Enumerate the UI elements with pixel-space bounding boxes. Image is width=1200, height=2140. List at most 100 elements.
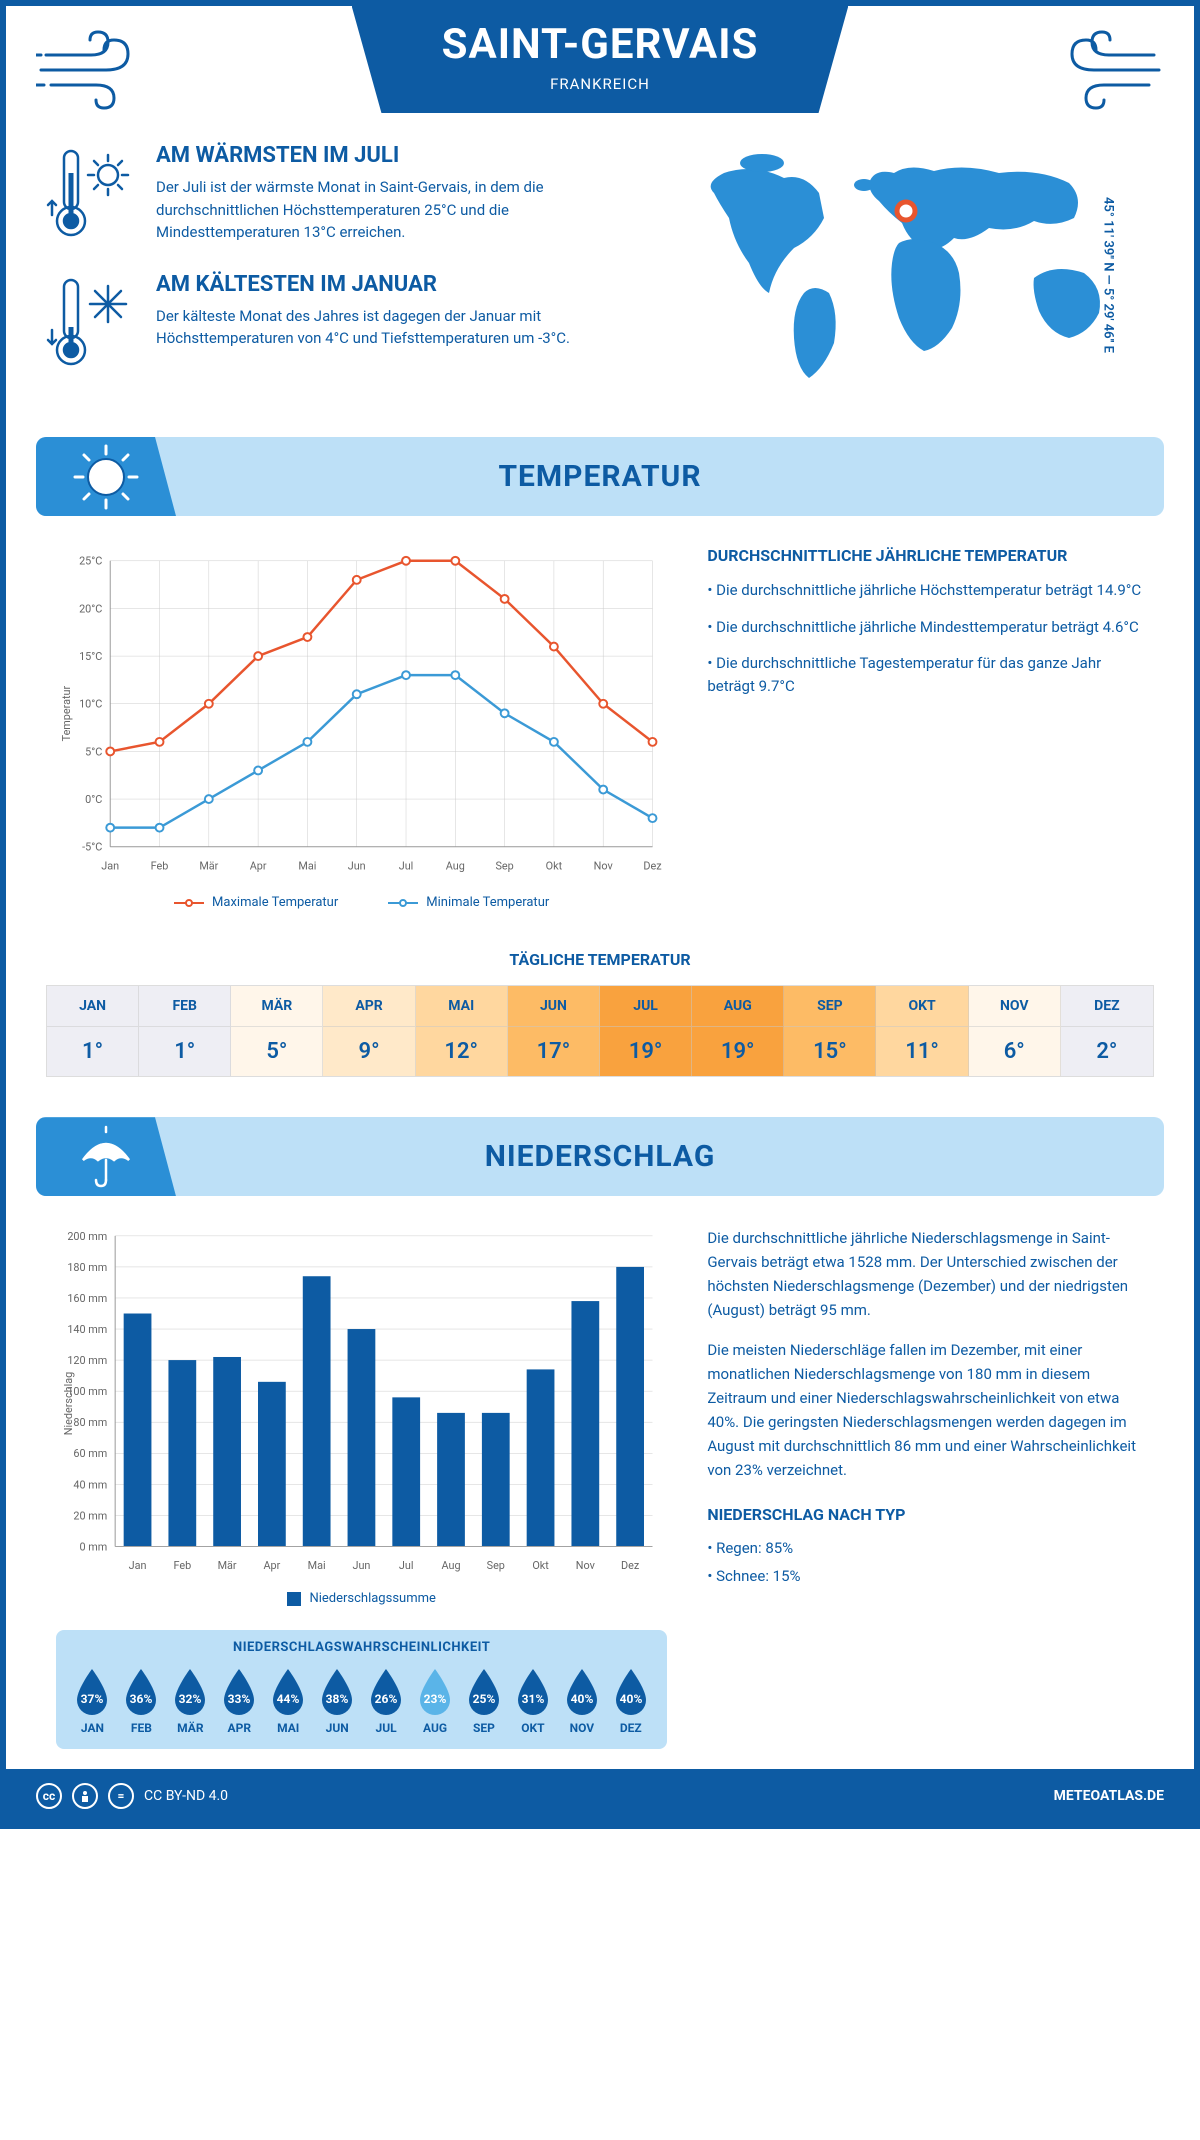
svg-text:10°C: 10°C [79, 698, 102, 711]
coldest-text: Der kälteste Monat des Jahres ist dagege… [156, 305, 644, 350]
daily-temp-value: 12° [416, 1026, 508, 1076]
precip-p1: Die durchschnittliche jährliche Niedersc… [707, 1226, 1144, 1322]
daily-month-header: APR [323, 986, 415, 1026]
svg-text:140 mm: 140 mm [67, 1323, 107, 1336]
warmest-text: Der Juli ist der wärmste Monat in Saint-… [156, 176, 644, 244]
daily-month-header: NOV [969, 986, 1061, 1026]
temperature-line-chart: -5°C0°C5°C10°C15°C20°C25°CJanFebMärAprMa… [56, 546, 667, 881]
svg-text:160 mm: 160 mm [67, 1292, 107, 1305]
temp-bullet: • Die durchschnittliche jährliche Mindes… [707, 616, 1144, 639]
precip-legend: Niederschlagssumme [309, 1591, 435, 1606]
daily-month-header: OKT [876, 986, 968, 1026]
temperature-banner: TEMPERATUR [36, 437, 1164, 516]
precipitation-title: NIEDERSCHLAG [56, 1139, 1144, 1174]
svg-text:Aug: Aug [446, 859, 465, 872]
svg-text:25°C: 25°C [79, 555, 102, 568]
prob-drop-item: 40% DEZ [606, 1665, 655, 1735]
wind-icon-left [36, 30, 146, 110]
precip-type-item: • Regen: 85% [707, 1536, 1144, 1560]
svg-text:Jul: Jul [399, 859, 414, 872]
prob-drop-item: 36% FEB [117, 1665, 166, 1735]
svg-text:40%: 40% [571, 1692, 594, 1706]
daily-month-header: FEB [139, 986, 231, 1026]
svg-text:40 mm: 40 mm [73, 1479, 107, 1492]
daily-temp-title: TÄGLICHE TEMPERATUR [6, 950, 1194, 969]
prob-drop-item: 32% MÄR [166, 1665, 215, 1735]
svg-text:Dez: Dez [643, 859, 661, 872]
svg-text:Jun: Jun [352, 1559, 370, 1572]
svg-text:Jun: Jun [348, 859, 366, 872]
temperature-summary: DURCHSCHNITTLICHE JÄHRLICHE TEMPERATUR •… [707, 546, 1144, 910]
svg-text:120 mm: 120 mm [67, 1354, 107, 1367]
svg-text:-5°C: -5°C [82, 841, 102, 854]
warmest-title: AM WÄRMSTEN IM JULI [156, 143, 644, 168]
svg-text:Feb: Feb [173, 1559, 191, 1572]
svg-text:0°C: 0°C [85, 793, 102, 806]
umbrella-icon [71, 1122, 141, 1192]
wind-icon-right [1054, 30, 1164, 110]
daily-temp-value: 1° [139, 1026, 231, 1076]
daily-temp-value: 19° [600, 1026, 692, 1076]
prob-drop-item: 31% OKT [508, 1665, 557, 1735]
country-subtitle: FRANKREICH [442, 75, 759, 93]
daily-temp-value: 6° [969, 1026, 1061, 1076]
site-name: METEOATLAS.DE [1054, 1788, 1164, 1804]
svg-text:33%: 33% [228, 1692, 251, 1706]
prob-drop-item: 33% APR [215, 1665, 264, 1735]
svg-text:37%: 37% [81, 1692, 104, 1706]
location-marker [897, 202, 915, 220]
svg-text:26%: 26% [375, 1692, 398, 1706]
temp-bullet: • Die durchschnittliche jährliche Höchst… [707, 579, 1144, 602]
map-svg [674, 143, 1154, 403]
prob-title: NIEDERSCHLAGSWAHRSCHEINLICHKEIT [68, 1640, 655, 1655]
svg-text:44%: 44% [277, 1692, 300, 1706]
svg-text:Nov: Nov [594, 859, 614, 872]
daily-month-header: JUL [600, 986, 692, 1026]
precip-type-item: • Schnee: 15% [707, 1564, 1144, 1588]
page-frame: SAINT-GERVAIS FRANKREICH [0, 0, 1200, 1829]
svg-text:Temperatur: Temperatur [60, 686, 73, 742]
svg-text:Mai: Mai [308, 1559, 326, 1572]
prob-drop-item: 23% AUG [411, 1665, 460, 1735]
svg-text:32%: 32% [179, 1692, 202, 1706]
svg-text:5°C: 5°C [85, 745, 102, 758]
svg-text:Jul: Jul [399, 1559, 414, 1572]
license-text: CC BY-ND 4.0 [144, 1788, 228, 1804]
daily-temp-value: 17° [508, 1026, 600, 1076]
info-row: AM WÄRMSTEN IM JULI Der Juli ist der wär… [6, 113, 1194, 427]
temp-summary-heading: DURCHSCHNITTLICHE JÄHRLICHE TEMPERATUR [707, 546, 1144, 565]
world-map: 45° 11' 39'' N — 5° 29' 46'' E [674, 143, 1154, 407]
precip-type-heading: NIEDERSCHLAG NACH TYP [707, 1502, 1144, 1528]
daily-month-header: MÄR [231, 986, 323, 1026]
svg-text:38%: 38% [326, 1692, 349, 1706]
temp-legend: Maximale Temperatur Minimale Temperatur [56, 895, 667, 910]
legend-min: Minimale Temperatur [426, 895, 549, 910]
daily-month-header: JUN [508, 986, 600, 1026]
coldest-block: AM KÄLTESTEN IM JANUAR Der kälteste Mona… [46, 272, 644, 372]
svg-text:Mär: Mär [218, 1559, 237, 1572]
temp-bullet: • Die durchschnittliche Tagestemperatur … [707, 652, 1144, 697]
header: SAINT-GERVAIS FRANKREICH [6, 6, 1194, 113]
daily-temp-table: JANFEBMÄRAPRMAIJUNJULAUGSEPOKTNOVDEZ1°1°… [46, 985, 1154, 1077]
prob-drop-item: 38% JUN [313, 1665, 362, 1735]
temperature-title: TEMPERATUR [56, 459, 1144, 494]
prob-drop-item: 26% JUL [362, 1665, 411, 1735]
svg-text:Mai: Mai [298, 859, 316, 872]
precipitation-probability-box: NIEDERSCHLAGSWAHRSCHEINLICHKEIT 37% JAN … [56, 1630, 667, 1749]
prob-drop-item: 40% NOV [557, 1665, 606, 1735]
daily-temp-value: 11° [876, 1026, 968, 1076]
title-banner: SAINT-GERVAIS FRANKREICH [352, 6, 849, 113]
coordinates: 45° 11' 39'' N — 5° 29' 46'' E [1101, 197, 1116, 353]
daily-temp-value: 19° [692, 1026, 784, 1076]
svg-text:31%: 31% [522, 1692, 545, 1706]
svg-text:Sep: Sep [487, 1559, 505, 1572]
svg-text:Apr: Apr [263, 1559, 280, 1572]
city-title: SAINT-GERVAIS [442, 20, 759, 69]
daily-temp-value: 2° [1061, 1026, 1153, 1076]
svg-text:40%: 40% [619, 1692, 642, 1706]
precipitation-section: 0 mm20 mm40 mm60 mm80 mm100 mm120 mm140 … [6, 1196, 1194, 1769]
prob-drop-item: 37% JAN [68, 1665, 117, 1735]
precipitation-bar-chart: 0 mm20 mm40 mm60 mm80 mm100 mm120 mm140 … [56, 1226, 667, 1581]
prob-drop-item: 25% SEP [460, 1665, 509, 1735]
warmest-block: AM WÄRMSTEN IM JULI Der Juli ist der wär… [46, 143, 644, 244]
